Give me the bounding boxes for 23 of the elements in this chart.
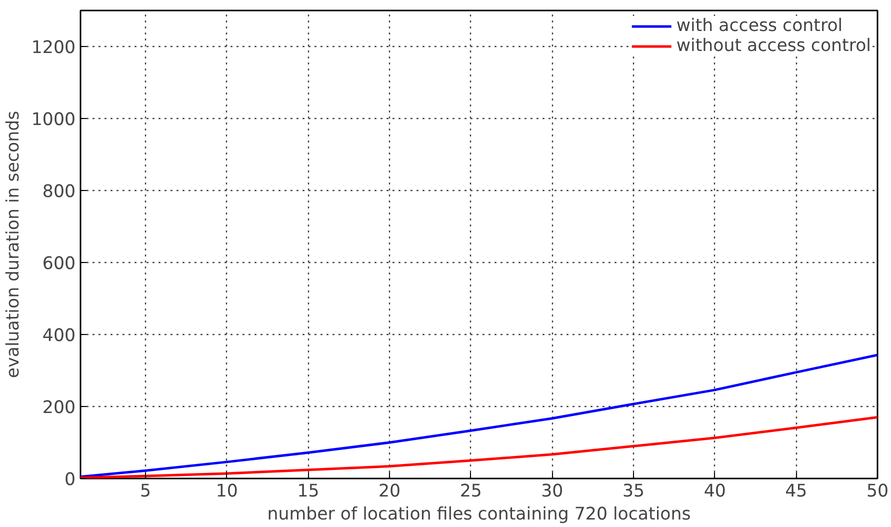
x-tick-label: 50 [866, 482, 889, 502]
x-tick-label: 30 [541, 482, 564, 502]
x-tick-label: 45 [785, 482, 808, 502]
x-tick-label: 10 [216, 482, 238, 502]
y-tick-label: 0 [64, 470, 76, 490]
x-tick-label: 5 [140, 482, 152, 502]
y-tick-label: 800 [42, 182, 76, 202]
x-tick-label: 40 [704, 482, 726, 502]
y-axis-title: evaluation duration in seconds [3, 110, 24, 378]
line-series [80, 416, 878, 478]
legend-label: without access control [676, 36, 871, 56]
x-axis-title: number of location files containing 720 locations [267, 504, 691, 524]
y-tick-label: 400 [42, 326, 76, 346]
line-series [80, 354, 878, 478]
x-tick-label: 35 [622, 482, 645, 502]
x-tick-label: 25 [460, 482, 482, 502]
legend-label: with access control [676, 16, 843, 36]
y-tick-label: 200 [42, 398, 76, 418]
y-tick-label: 1200 [31, 38, 76, 58]
x-tick-label: 15 [297, 482, 320, 502]
x-tick-label: 20 [378, 482, 401, 502]
y-tick-label: 1000 [31, 110, 76, 130]
y-tick-label: 600 [42, 254, 76, 274]
